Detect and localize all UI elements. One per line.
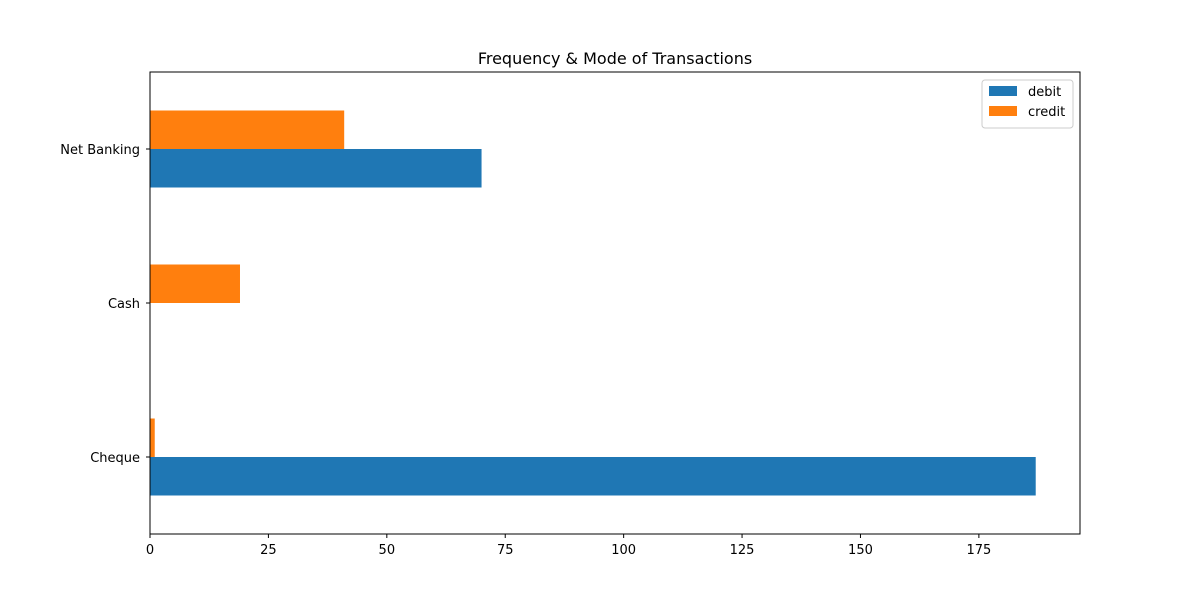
bars-group — [150, 110, 1036, 496]
legend-label-credit: credit — [1028, 105, 1065, 120]
x-tick-label: 175 — [966, 543, 991, 558]
bar-debit-net-banking — [150, 149, 482, 188]
legend-swatch-debit — [989, 86, 1017, 96]
y-tick-label: Cheque — [90, 451, 140, 466]
x-axis: 0 25 50 75 100 125 150 175 — [146, 534, 991, 558]
x-tick-label: 150 — [848, 543, 873, 558]
legend: debit credit — [981, 79, 1074, 129]
bar-credit-cheque — [150, 418, 155, 457]
x-tick-label: 100 — [611, 543, 636, 558]
y-tick-label: Net Banking — [60, 143, 140, 158]
bar-credit-net-banking — [150, 110, 345, 149]
y-tick-label: Cash — [108, 297, 140, 312]
x-tick-label: 0 — [146, 543, 154, 558]
x-tick-label: 50 — [379, 543, 396, 558]
bar-credit-cash — [150, 264, 240, 303]
x-tick-label: 125 — [730, 543, 755, 558]
legend-label-debit: debit — [1028, 85, 1061, 100]
x-tick-label: 25 — [260, 543, 277, 558]
bar-debit-cheque — [150, 457, 1036, 496]
y-axis: Cheque Cash Net Banking — [60, 143, 150, 466]
x-tick-label: 75 — [497, 543, 514, 558]
chart-title: Frequency & Mode of Transactions — [478, 49, 752, 68]
legend-swatch-credit — [989, 106, 1017, 116]
